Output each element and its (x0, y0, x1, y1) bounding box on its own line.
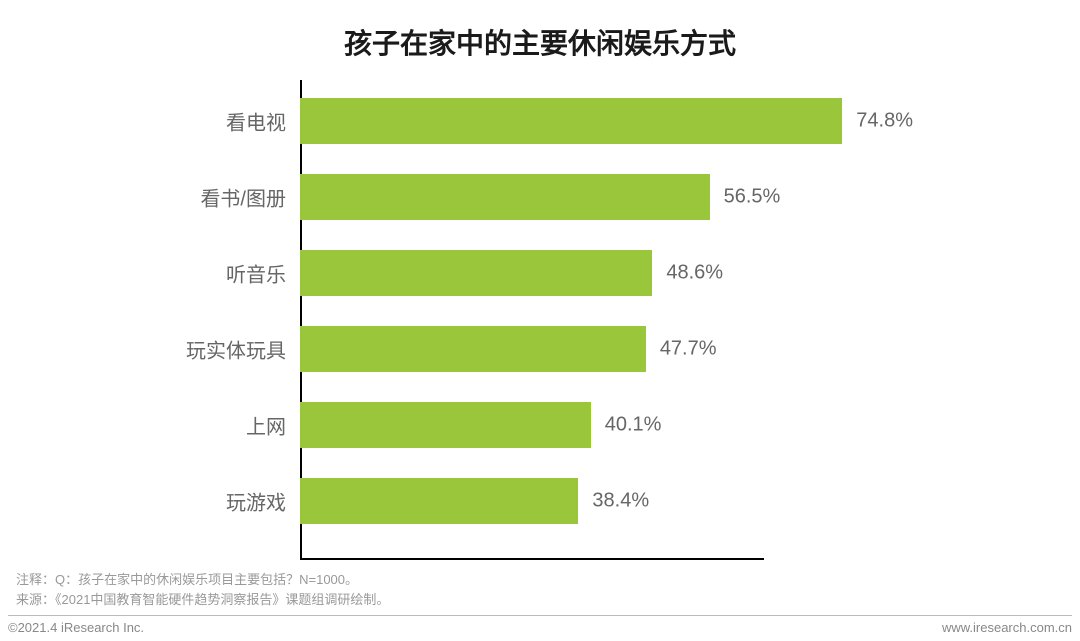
bar (300, 478, 578, 524)
bar (300, 250, 652, 296)
value-label: 48.6% (652, 262, 723, 285)
website-url: www.iresearch.com.cn (942, 620, 1072, 635)
bar-row: 听音乐48.6% (300, 250, 880, 296)
footnote-note: 注释：Q：孩子在家中的休闲娱乐项目主要包括？N=1000。 (16, 570, 389, 590)
footnote-source: 来源：《2021中国教育智能硬件趋势洞察报告》课题组调研绘制。 (16, 590, 389, 610)
bar (300, 402, 591, 448)
category-label: 上网 (246, 411, 300, 440)
value-label: 38.4% (578, 490, 649, 513)
chart-footnote: 注释：Q：孩子在家中的休闲娱乐项目主要包括？N=1000。 来源：《2021中国… (16, 570, 389, 609)
copyright: ©2021.4 iResearch Inc. (8, 620, 144, 635)
category-label: 看书/图册 (200, 183, 300, 212)
bar (300, 174, 710, 220)
bar (300, 98, 842, 144)
value-label: 47.7% (646, 338, 717, 361)
bar-row: 看书/图册56.5% (300, 174, 880, 220)
bar-row: 看电视74.8% (300, 98, 880, 144)
bar-row: 上网40.1% (300, 402, 880, 448)
value-label: 56.5% (710, 186, 781, 209)
plot-area: 看电视74.8% 看书/图册56.5% 听音乐48.6% 玩实体玩具47.7% 上网40… (300, 80, 880, 560)
value-label: 74.8% (842, 110, 913, 133)
bar-row: 玩实体玩具47.7% (300, 326, 880, 372)
category-label: 听音乐 (226, 259, 300, 288)
category-label: 玩实体玩具 (186, 335, 300, 364)
chart-container: 孩子在家中的主要休闲娱乐方式 看电视74.8%看书/图册56.5%听音乐48.6… (0, 0, 1080, 641)
page-footer: ©2021.4 iResearch Inc. www.iresearch.com… (8, 615, 1072, 635)
x-axis (300, 558, 764, 560)
value-label: 40.1% (591, 414, 662, 437)
chart-title: 孩子在家中的主要休闲娱乐方式 (0, 22, 1080, 62)
bar (300, 326, 646, 372)
category-label: 玩游戏 (226, 487, 300, 516)
bar-row: 玩游戏38.4% (300, 478, 880, 524)
category-label: 看电视 (226, 107, 300, 136)
